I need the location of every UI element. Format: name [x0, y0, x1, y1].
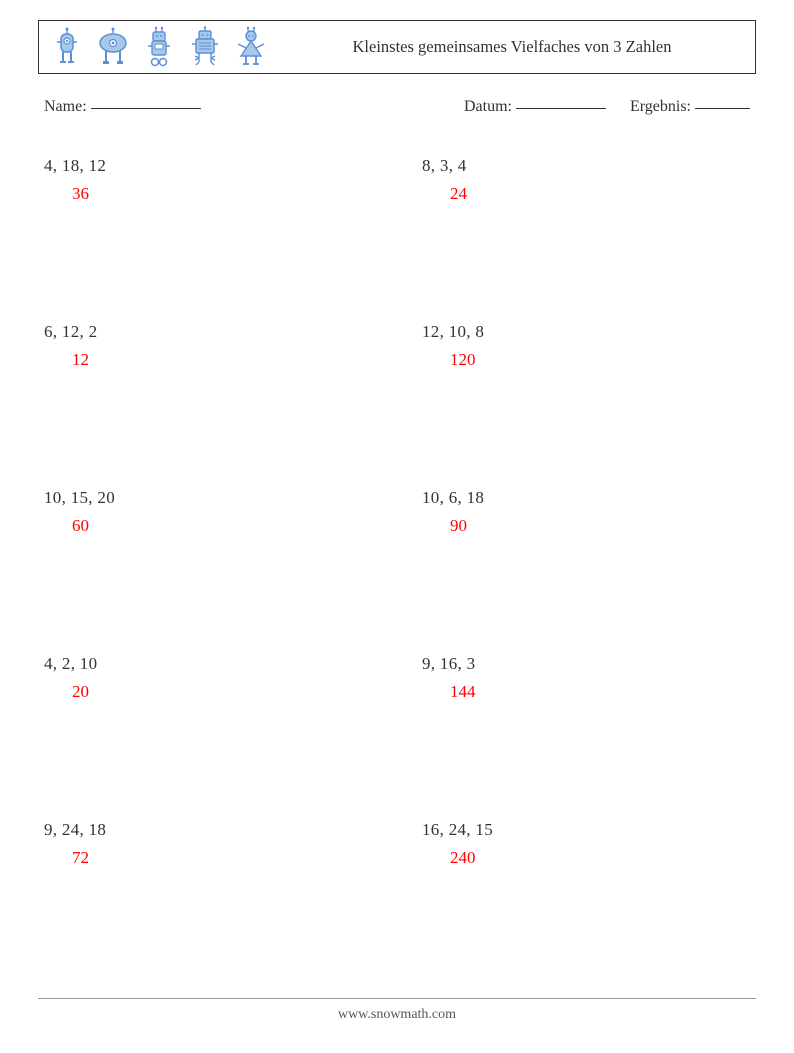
problem-question: 9, 16, 3: [422, 654, 756, 674]
name-field: Name:: [44, 98, 201, 116]
problem-question: 10, 6, 18: [422, 488, 756, 508]
problem-question: 16, 24, 15: [422, 820, 756, 840]
problem-question: 4, 18, 12: [44, 156, 400, 176]
problem-8: 9, 16, 3 144: [400, 654, 756, 702]
result-label: Ergebnis:: [630, 98, 691, 115]
date-field: Datum:: [464, 98, 606, 116]
problem-answer: 20: [44, 682, 400, 702]
result-field: Ergebnis:: [630, 98, 750, 116]
header-box: Kleinstes gemeinsames Vielfaches von 3 Z…: [38, 20, 756, 74]
problem-answer: 60: [44, 516, 400, 536]
robot-icon-1: [49, 25, 85, 69]
problem-answer: 120: [422, 350, 756, 370]
problem-answer: 24: [422, 184, 756, 204]
worksheet-title: Kleinstes gemeinsames Vielfaches von 3 Z…: [269, 36, 755, 57]
problem-7: 4, 2, 10 20: [44, 654, 400, 702]
problem-answer: 72: [44, 848, 400, 868]
robot-icon-4: [187, 25, 223, 69]
worksheet-page: Kleinstes gemeinsames Vielfaches von 3 Z…: [0, 0, 794, 1053]
robot-icon-2: [95, 25, 131, 69]
problem-question: 9, 24, 18: [44, 820, 400, 840]
problem-question: 6, 12, 2: [44, 322, 400, 342]
problem-answer: 12: [44, 350, 400, 370]
date-label: Datum:: [464, 98, 512, 115]
problem-4: 12, 10, 8 120: [400, 322, 756, 370]
problem-5: 10, 15, 20 60: [44, 488, 400, 536]
problem-answer: 240: [422, 848, 756, 868]
meta-row: Name: Datum: Ergebnis:: [38, 98, 756, 116]
robot-icon-3: [141, 25, 177, 69]
problem-question: 8, 3, 4: [422, 156, 756, 176]
result-blank[interactable]: [695, 108, 750, 109]
problem-answer: 90: [422, 516, 756, 536]
problem-3: 6, 12, 2 12: [44, 322, 400, 370]
problem-2: 8, 3, 4 24: [400, 156, 756, 204]
problems-grid: 4, 18, 12 36 8, 3, 4 24 6, 12, 2 12 12, …: [38, 156, 756, 868]
problem-9: 9, 24, 18 72: [44, 820, 400, 868]
problem-1: 4, 18, 12 36: [44, 156, 400, 204]
date-blank[interactable]: [516, 108, 606, 109]
problem-6: 10, 6, 18 90: [400, 488, 756, 536]
robot-icons-row: [39, 25, 269, 69]
problem-answer: 144: [422, 682, 756, 702]
footer-link[interactable]: www.snowmath.com: [38, 998, 756, 1023]
problem-question: 10, 15, 20: [44, 488, 400, 508]
problem-answer: 36: [44, 184, 400, 204]
problem-10: 16, 24, 15 240: [400, 820, 756, 868]
problem-question: 4, 2, 10: [44, 654, 400, 674]
name-blank[interactable]: [91, 108, 201, 109]
problem-question: 12, 10, 8: [422, 322, 756, 342]
name-label: Name:: [44, 98, 87, 115]
robot-icon-5: [233, 25, 269, 69]
